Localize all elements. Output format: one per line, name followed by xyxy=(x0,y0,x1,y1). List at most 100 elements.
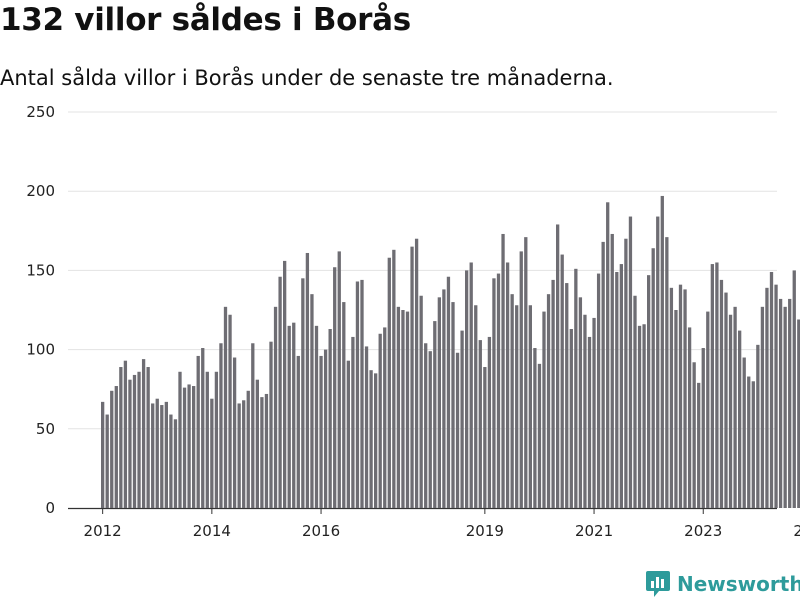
bar xyxy=(369,370,373,508)
bar xyxy=(292,322,296,508)
bar xyxy=(719,279,724,508)
bar xyxy=(501,233,505,508)
bar xyxy=(788,298,792,508)
newsworthy-logo-text: Newsworthy xyxy=(677,572,800,596)
bar xyxy=(656,216,660,508)
bar xyxy=(242,400,246,508)
bar xyxy=(351,336,355,508)
bar xyxy=(296,355,300,508)
bar xyxy=(237,403,241,508)
bar xyxy=(647,275,651,508)
bar xyxy=(578,297,583,508)
bar xyxy=(624,238,628,508)
bar xyxy=(469,262,473,508)
bar xyxy=(697,382,701,508)
bar xyxy=(396,306,401,508)
bar xyxy=(460,330,464,508)
bar xyxy=(633,295,637,508)
bar xyxy=(387,257,391,508)
bar xyxy=(483,367,487,508)
bar xyxy=(665,237,669,509)
bar xyxy=(642,324,646,508)
bar xyxy=(228,314,232,508)
bar xyxy=(414,238,419,508)
bar xyxy=(201,348,205,508)
bar xyxy=(146,367,150,508)
bar xyxy=(192,386,196,508)
bar xyxy=(260,397,264,508)
bar xyxy=(360,279,364,508)
bar xyxy=(305,252,310,508)
bar xyxy=(724,292,728,508)
bar xyxy=(610,233,614,508)
bar xyxy=(110,390,114,508)
bar xyxy=(401,310,405,508)
bar xyxy=(678,284,683,508)
bar xyxy=(669,287,674,508)
bar xyxy=(205,371,209,508)
bar xyxy=(528,305,532,508)
x-tick-label: 2016 xyxy=(302,522,340,540)
y-tick-label: 200 xyxy=(26,182,55,200)
x-tick-label: 2014 xyxy=(193,522,231,540)
bar xyxy=(273,306,278,508)
bar xyxy=(187,384,191,508)
bar xyxy=(419,295,423,508)
bar xyxy=(601,241,605,508)
bar xyxy=(346,360,350,508)
bar xyxy=(314,325,319,508)
bar xyxy=(173,419,178,508)
bar xyxy=(674,310,678,508)
bar xyxy=(410,246,414,508)
bar xyxy=(524,237,528,509)
bar xyxy=(706,311,710,508)
bar xyxy=(797,319,800,508)
bar xyxy=(683,289,687,508)
bar xyxy=(405,311,410,508)
bar xyxy=(232,357,237,508)
y-tick-label: 0 xyxy=(45,499,55,517)
bar xyxy=(210,398,214,508)
chart-title: 132 villor såldes i Borås xyxy=(0,2,411,38)
bar xyxy=(596,273,601,508)
bar xyxy=(151,403,155,508)
axis-labels: 0 50 100 150 200 250 2012 2014 2016 2019 2021 2023 2… xyxy=(26,103,800,540)
bar xyxy=(114,386,118,508)
bar xyxy=(155,398,159,508)
bar xyxy=(715,262,719,508)
bar xyxy=(738,330,742,508)
x-tick-label: 2025 xyxy=(793,522,800,540)
bar xyxy=(278,276,282,508)
bar xyxy=(105,414,109,508)
bar xyxy=(319,355,323,508)
y-tick-label: 250 xyxy=(26,103,55,121)
newsworthy-logo: Newsworthy xyxy=(645,569,800,599)
x-tick-label: 2019 xyxy=(466,522,504,540)
bar xyxy=(196,355,200,508)
bar xyxy=(214,371,219,508)
bar xyxy=(455,352,460,508)
bar xyxy=(364,346,369,508)
bar xyxy=(374,373,378,508)
bar xyxy=(355,281,360,508)
bar xyxy=(160,405,164,508)
bar xyxy=(710,264,714,508)
bar xyxy=(542,311,546,508)
bar xyxy=(428,351,432,508)
bar xyxy=(551,279,555,508)
bar xyxy=(137,371,141,508)
y-tick-label: 150 xyxy=(26,261,55,279)
chart-subtitle: Antal sålda villor i Borås under de sena… xyxy=(0,66,614,90)
bar xyxy=(328,329,332,508)
x-tick-label: 2023 xyxy=(684,522,722,540)
bar xyxy=(283,260,287,508)
bar xyxy=(442,289,446,508)
bar xyxy=(606,202,610,508)
bar xyxy=(510,294,514,508)
bar xyxy=(792,270,796,508)
bar xyxy=(301,278,305,508)
bar xyxy=(487,336,492,508)
y-tick-label: 100 xyxy=(26,341,55,359)
bar xyxy=(769,271,774,508)
